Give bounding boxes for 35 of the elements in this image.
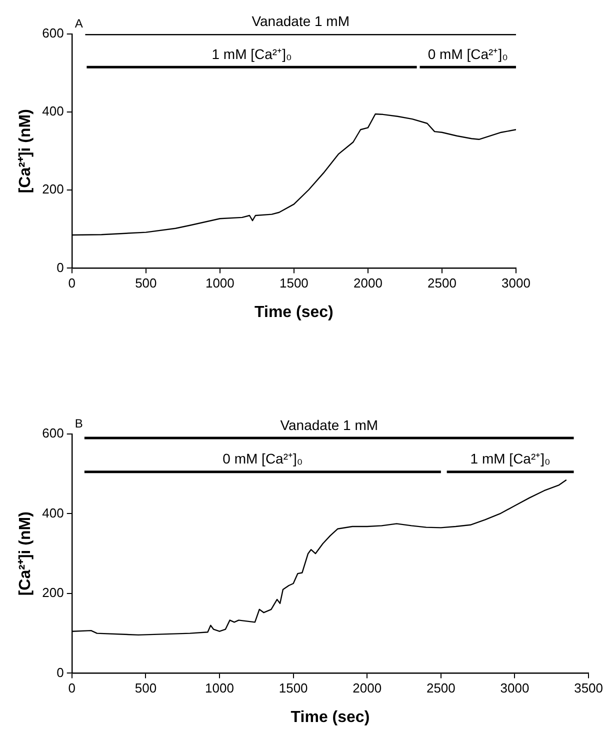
y-tick-label: 600 xyxy=(42,426,64,441)
x-tick-label: 3000 xyxy=(500,680,530,696)
series-label: 1 mM [Ca²⁺]₀ xyxy=(470,450,551,467)
x-tick-label: 2500 xyxy=(426,680,456,696)
series-label: 0 mM [Ca²⁺]₀ xyxy=(428,46,508,62)
y-tick-label: 200 xyxy=(42,585,64,600)
series-label: Vanadate 1 mM xyxy=(252,12,350,29)
y-tick-label: 200 xyxy=(42,182,64,197)
x-axis-title: Time (sec) xyxy=(254,304,334,321)
x-tick-label: 2500 xyxy=(428,276,456,291)
x-tick-label: 1000 xyxy=(205,680,234,696)
y-tick-label: 400 xyxy=(42,104,64,119)
x-tick-label: 2000 xyxy=(354,276,382,291)
x-tick-label: 0 xyxy=(68,276,76,291)
x-tick-label: 1500 xyxy=(279,276,308,291)
y-axis-title: [Ca²⁺]i (nM) xyxy=(17,512,34,596)
chart-title: A xyxy=(74,16,83,30)
x-tick-label: 2000 xyxy=(352,680,382,696)
x-tick-label: 1500 xyxy=(278,680,308,696)
y-tick-label: 0 xyxy=(56,664,64,680)
y-axis-title: [Ca²⁺]i (nM) xyxy=(17,109,34,194)
x-tick-label: 3000 xyxy=(502,276,530,291)
x-tick-label: 500 xyxy=(134,680,157,696)
series-label: 1 mM [Ca²⁺]₀ xyxy=(212,46,292,62)
y-tick-label: 600 xyxy=(42,26,64,41)
x-tick-label: 0 xyxy=(68,680,76,696)
x-axis-title: Time (sec) xyxy=(290,708,370,726)
series-label: 0 mM [Ca²⁺]₀ xyxy=(222,450,303,467)
x-tick-label: 1000 xyxy=(205,276,234,291)
x-tick-label: 500 xyxy=(135,276,157,291)
y-tick-label: 400 xyxy=(42,505,64,520)
y-tick-label: 0 xyxy=(56,260,64,275)
x-tick-label: 3500 xyxy=(574,680,603,696)
chart-title: B xyxy=(74,416,83,430)
series-label: Vanadate 1 mM xyxy=(280,416,378,433)
